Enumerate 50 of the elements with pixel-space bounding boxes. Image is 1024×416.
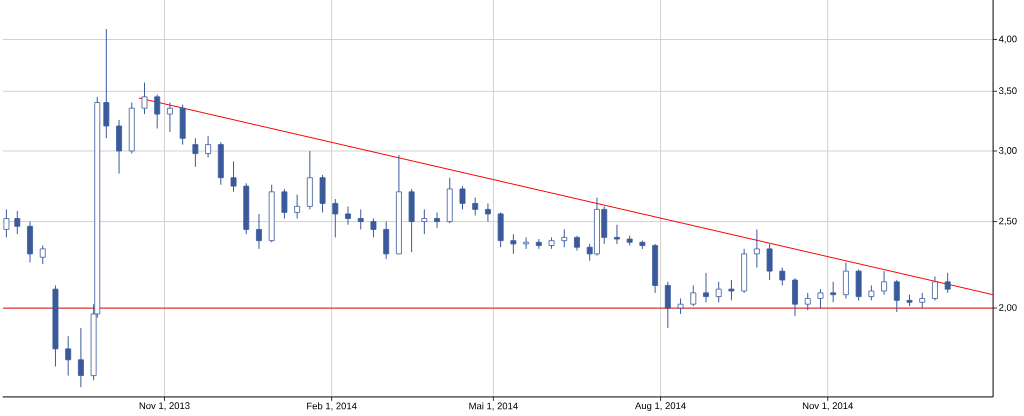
x-tick-label: Nov 1, 2013 [139,402,190,411]
y-tick-label: 2,50 [999,217,1017,226]
candlestick [345,205,351,226]
candlestick [39,245,46,265]
candlestick [141,82,148,115]
candlestick [664,281,671,329]
candlestick [65,335,72,377]
candlestick [893,279,900,313]
candlestick [14,210,21,235]
candlestick [256,213,262,250]
candlestick [817,288,824,309]
candlestick [294,194,301,220]
candlestick [166,102,173,133]
candlestick [421,208,428,235]
candlestick [192,137,199,168]
candlestick [357,208,364,230]
candlestick [370,218,377,238]
candlestick [510,233,517,255]
candlestick [830,281,837,303]
candlestick [715,281,722,303]
y-tick-label: 2,00 [999,304,1017,313]
candlestick [459,185,466,210]
candlestick [932,276,938,301]
y-tick-label: 3,50 [998,87,1017,96]
candlestick [690,285,697,307]
candlestick [154,94,161,129]
x-tick-label: Nov 1, 2014 [802,402,853,411]
x-tick-label: Mai 1, 2014 [469,402,518,411]
candlestick [614,224,620,245]
candlestick [484,203,491,223]
candlestick [434,211,440,229]
candlestick [281,188,288,220]
y-tick-label: 3,00 [998,147,1017,155]
candlestick [753,228,760,269]
candlestick [728,279,735,301]
candlestick [3,208,10,238]
candlestick [77,327,84,388]
candlestick [523,236,530,250]
x-tick-label: Aug 1, 2014 [635,402,686,412]
candlestick [205,135,212,159]
x-tick-label: Feb 1, 2014 [307,402,357,411]
candlestick [332,198,339,238]
candlestick [881,270,888,296]
candlestick [703,272,709,303]
candlestick [230,161,237,193]
candlestick [842,261,849,300]
candlestick [944,272,951,294]
candlestick [103,28,110,139]
candlestick [766,243,773,281]
y-tick-label: 4,00 [998,35,1017,44]
